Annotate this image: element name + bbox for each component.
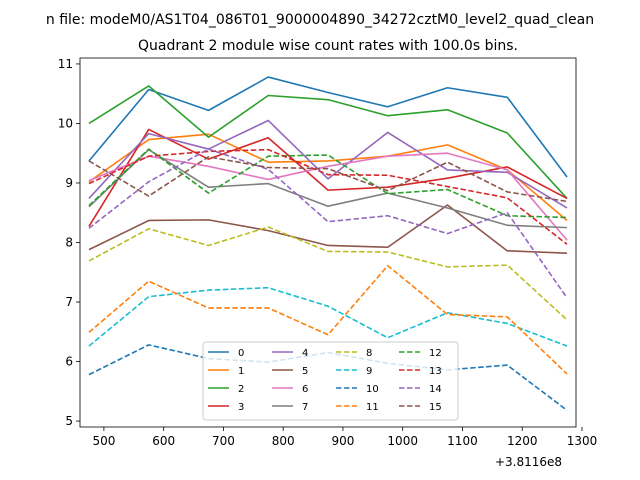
x-tick-label: 800 — [272, 434, 295, 448]
legend-frame — [202, 341, 459, 421]
legend-entry-13: 13 — [399, 366, 442, 377]
legend-label: 14 — [429, 384, 442, 395]
series-line-8 — [88, 226, 568, 321]
legend-label: 0 — [238, 348, 244, 359]
x-axis: 500 600 700 800 900 1000 1100 1200 1300 — [92, 427, 597, 448]
legend-label: 6 — [302, 384, 308, 395]
x-tick-label: 700 — [212, 434, 235, 448]
series-line-9 — [88, 286, 568, 347]
y-axis: 5 6 7 8 9 10 11 — [58, 57, 80, 428]
legend-entry-8: 8 — [336, 348, 372, 359]
series-line-11 — [88, 264, 568, 375]
chart-suptitle: n file: modeM0/AS1T04_086T01_9000004890_… — [46, 12, 594, 28]
legend-entry-6: 6 — [272, 384, 308, 395]
x-tick-label: 1000 — [387, 434, 418, 448]
legend-label: 15 — [429, 402, 442, 413]
plot-area: 500 600 700 800 900 1000 1100 1200 1300 56789101… — [58, 57, 598, 469]
x-tick-label: 1200 — [507, 434, 538, 448]
legend-label: 2 — [238, 384, 244, 395]
legend-label: 4 — [302, 348, 308, 359]
legend-entry-4: 4 — [272, 348, 308, 359]
legend-entry-0: 0 — [208, 348, 244, 359]
legend-label: 3 — [238, 402, 244, 413]
legend-label: 1 — [238, 366, 244, 377]
series-layer — [88, 76, 568, 411]
series-line-5 — [88, 204, 568, 255]
series-line-12 — [88, 148, 568, 219]
chart-title: Quadrant 2 module wise count rates with … — [138, 38, 518, 54]
x-tick-label: 900 — [331, 434, 354, 448]
legend-entry-9: 9 — [336, 366, 372, 377]
y-tick-label: 5 — [65, 414, 73, 428]
x-tick-label: 600 — [152, 434, 175, 448]
legend-entry-12: 12 — [399, 348, 442, 359]
legend-entry-10: 10 — [336, 384, 379, 395]
legend-label: 11 — [366, 402, 379, 413]
series-line-0 — [88, 76, 568, 178]
legend-label: 5 — [302, 366, 308, 377]
y-tick-label: 6 — [65, 355, 73, 369]
legend-entry-5: 5 — [272, 366, 308, 377]
legend-entry-3: 3 — [208, 402, 244, 413]
series-line-4 — [88, 119, 568, 209]
legend-label: 10 — [366, 384, 379, 395]
legend-entry-15: 15 — [399, 402, 442, 413]
legend-label: 8 — [366, 348, 372, 359]
legend-entry-7: 7 — [272, 402, 308, 413]
legend-entry-11: 11 — [336, 402, 379, 413]
legend-label: 12 — [429, 348, 442, 359]
y-tick-label: 8 — [65, 236, 73, 250]
legend-entry-2: 2 — [208, 384, 244, 395]
x-tick-label: 500 — [92, 434, 115, 448]
series-line-13 — [88, 148, 568, 245]
y-tick-label: 9 — [65, 176, 73, 190]
y-tick-label: 7 — [65, 295, 73, 309]
series-line-1 — [88, 133, 568, 222]
legend-label: 13 — [429, 366, 442, 377]
legend-label: 9 — [366, 366, 372, 377]
series-line-14 — [88, 148, 568, 299]
series-line-6 — [88, 152, 568, 241]
y-tick-label: 10 — [58, 116, 73, 130]
x-offset-label: +3.8116e8 — [495, 455, 562, 469]
legend-entry-14: 14 — [399, 384, 442, 395]
series-line-2 — [88, 85, 568, 199]
legend-entry-1: 1 — [208, 366, 244, 377]
x-tick-label: 1100 — [447, 434, 478, 448]
legend-label: 7 — [302, 402, 308, 413]
x-tick-label: 1300 — [567, 434, 598, 448]
y-tick-label: 11 — [58, 57, 73, 71]
series-line-15 — [88, 156, 568, 203]
